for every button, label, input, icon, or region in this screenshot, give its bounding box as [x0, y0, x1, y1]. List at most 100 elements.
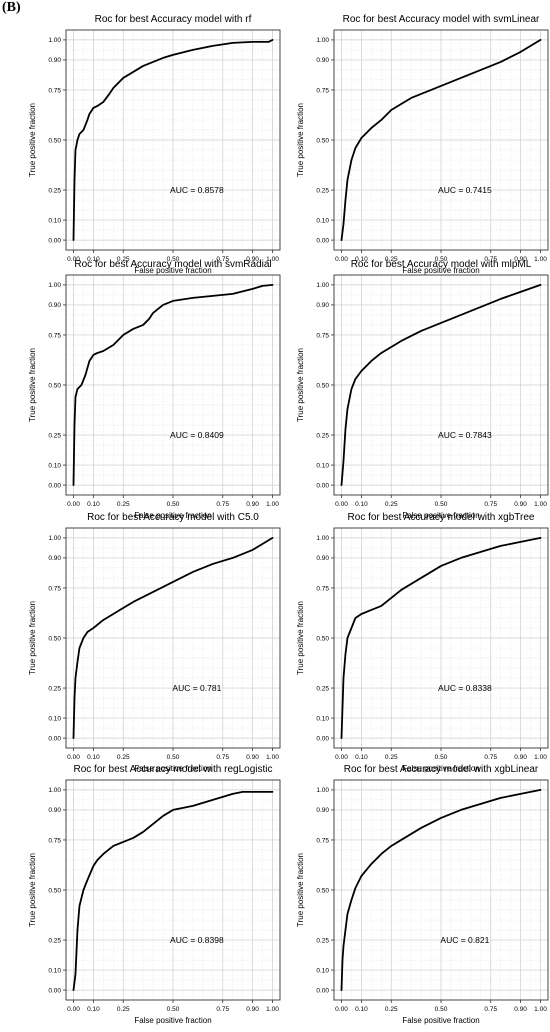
- x-tick-label: 0.00: [67, 256, 80, 263]
- y-tick-label: 0.75: [48, 585, 61, 592]
- x-tick-label: 0.25: [117, 256, 130, 263]
- x-tick-label: 0.90: [246, 754, 259, 761]
- y-tick-label: 0.75: [48, 837, 61, 844]
- x-tick-label: 1.00: [534, 754, 547, 761]
- y-tick-label: 0.90: [48, 302, 61, 309]
- y-tick-label: 0.90: [48, 57, 61, 64]
- x-tick-label: 0.10: [87, 501, 100, 508]
- auc-annotation: AUC = 0.7415: [438, 185, 492, 195]
- x-tick-label: 0.00: [67, 1006, 80, 1013]
- y-axis-label: True positive fraction: [296, 103, 305, 177]
- x-tick-label: 0.00: [67, 754, 80, 761]
- x-tick-label: 0.00: [67, 501, 80, 508]
- y-tick-label: 0.90: [316, 302, 329, 309]
- x-tick-label: 1.00: [266, 256, 279, 263]
- x-axis-label: False positive fraction: [134, 1016, 211, 1025]
- y-tick-label: 0.00: [48, 237, 61, 244]
- chart-title: Roc for best Accuracy model with rf: [95, 14, 252, 25]
- y-tick-label: 1.00: [48, 282, 61, 289]
- chart-title: Roc for best Accuracy model with mlpML: [351, 259, 532, 270]
- chart-title: Roc for best Accuracy model with xgbLine…: [344, 764, 539, 775]
- y-axis-label: True positive fraction: [296, 601, 305, 675]
- x-tick-label: 0.75: [484, 1006, 497, 1013]
- x-tick-label: 1.00: [266, 754, 279, 761]
- y-tick-label: 0.75: [316, 87, 329, 94]
- x-tick-label: 0.00: [335, 1006, 348, 1013]
- x-axis-label: False positive fraction: [402, 1016, 479, 1025]
- y-tick-label: 0.10: [48, 967, 61, 974]
- y-tick-label: 1.00: [48, 535, 61, 542]
- y-tick-label: 0.75: [316, 332, 329, 339]
- x-tick-label: 0.90: [514, 1006, 527, 1013]
- x-tick-label: 0.50: [435, 256, 448, 263]
- y-tick-label: 0.25: [48, 432, 61, 439]
- x-axis-label: False positive fraction: [402, 511, 479, 520]
- x-tick-label: 0.25: [385, 754, 398, 761]
- auc-annotation: AUC = 0.8398: [170, 935, 224, 945]
- chart-title: Roc for best Accuracy model with svmRadi…: [74, 259, 271, 270]
- x-tick-label: 1.00: [266, 501, 279, 508]
- x-axis-label: False positive fraction: [134, 511, 211, 520]
- y-tick-label: 0.00: [316, 735, 329, 742]
- y-tick-label: 0.10: [48, 715, 61, 722]
- x-tick-label: 0.25: [385, 501, 398, 508]
- panel-label: (B): [2, 0, 21, 15]
- x-tick-label: 0.75: [484, 501, 497, 508]
- y-tick-label: 0.25: [316, 937, 329, 944]
- y-tick-label: 0.25: [316, 685, 329, 692]
- x-tick-label: 0.90: [514, 501, 527, 508]
- x-tick-label: 0.25: [117, 754, 130, 761]
- y-tick-label: 0.10: [316, 462, 329, 469]
- y-axis-label: True positive fraction: [28, 601, 37, 675]
- x-axis-label: False positive fraction: [402, 266, 479, 275]
- auc-annotation: AUC = 0.7843: [438, 430, 492, 440]
- y-tick-label: 1.00: [48, 37, 61, 44]
- y-tick-label: 1.00: [48, 787, 61, 794]
- x-tick-label: 0.00: [335, 256, 348, 263]
- x-tick-label: 0.90: [514, 754, 527, 761]
- x-tick-label: 0.90: [246, 501, 259, 508]
- roc-panel: Roc for best Accuracy model with C5.0 0.0…: [28, 512, 281, 773]
- y-tick-label: 1.00: [316, 535, 329, 542]
- chart-title: Roc for best Accuracy model with xgbTree: [348, 512, 535, 523]
- y-tick-label: 0.10: [48, 462, 61, 469]
- x-tick-label: 0.10: [355, 1006, 368, 1013]
- x-tick-label: 0.25: [385, 256, 398, 263]
- x-tick-label: 0.10: [355, 501, 368, 508]
- x-tick-label: 1.00: [534, 256, 547, 263]
- y-tick-label: 0.50: [48, 137, 61, 144]
- y-tick-label: 0.75: [48, 87, 61, 94]
- y-tick-label: 0.10: [48, 217, 61, 224]
- y-tick-label: 0.10: [316, 967, 329, 974]
- chart-title: Roc for best Accuracy model with C5.0: [87, 512, 259, 523]
- auc-annotation: AUC = 0.8578: [170, 185, 224, 195]
- x-tick-label: 0.50: [435, 1006, 448, 1013]
- y-axis-label: True positive fraction: [296, 348, 305, 422]
- y-tick-label: 0.50: [48, 635, 61, 642]
- x-tick-label: 0.75: [216, 1006, 229, 1013]
- roc-panel: Roc for best Accuracy model with xgbLine…: [296, 764, 549, 1025]
- x-tick-label: 0.25: [385, 1006, 398, 1013]
- y-tick-label: 0.50: [48, 887, 61, 894]
- y-tick-label: 0.90: [48, 555, 61, 562]
- y-tick-label: 0.50: [48, 382, 61, 389]
- x-tick-label: 0.50: [167, 256, 180, 263]
- x-tick-label: 0.75: [484, 754, 497, 761]
- x-tick-label: 0.75: [484, 256, 497, 263]
- y-tick-label: 1.00: [316, 787, 329, 794]
- roc-curve: [72, 537, 274, 739]
- x-axis-label: False positive fraction: [134, 266, 211, 275]
- x-tick-label: 0.10: [355, 754, 368, 761]
- x-axis-label: False positive fraction: [134, 764, 211, 773]
- roc-curve: [340, 39, 542, 242]
- roc-curve: [72, 39, 274, 242]
- y-tick-label: 0.50: [316, 635, 329, 642]
- y-tick-label: 0.00: [48, 735, 61, 742]
- y-tick-label: 0.00: [48, 482, 61, 489]
- y-tick-label: 0.10: [316, 715, 329, 722]
- y-axis-label: True positive fraction: [28, 103, 37, 177]
- x-tick-label: 0.10: [87, 1006, 100, 1013]
- x-tick-label: 0.50: [167, 1006, 180, 1013]
- roc-panel: Roc for best Accuracy model with mlpML0.…: [296, 259, 549, 520]
- y-tick-label: 0.00: [316, 987, 329, 994]
